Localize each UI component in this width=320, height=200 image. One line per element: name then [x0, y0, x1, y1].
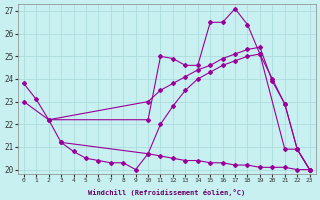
X-axis label: Windchill (Refroidissement éolien,°C): Windchill (Refroidissement éolien,°C): [88, 189, 245, 196]
